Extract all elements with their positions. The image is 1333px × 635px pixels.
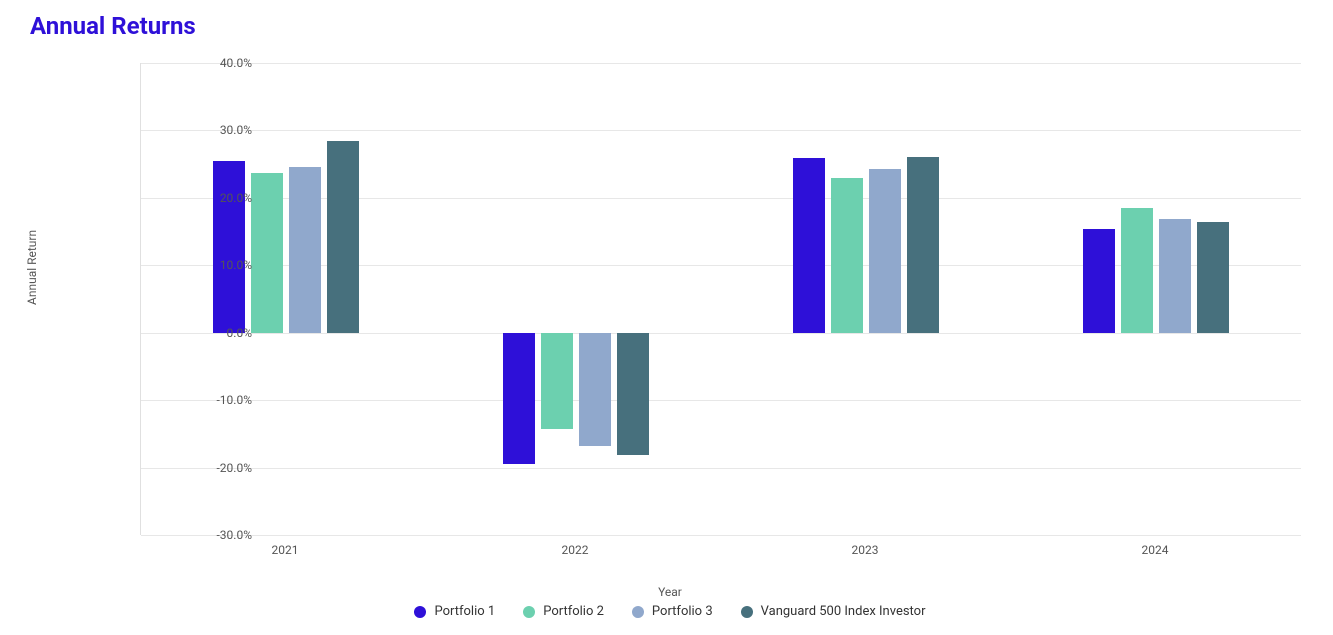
- legend-label: Vanguard 500 Index Investor: [761, 604, 926, 619]
- legend-label: Portfolio 2: [543, 604, 604, 619]
- chart-container: Annual Returns Annual Return Year Portfo…: [0, 0, 1333, 635]
- legend-label: Portfolio 1: [434, 604, 495, 619]
- bar[interactable]: [1121, 208, 1153, 333]
- y-tick-label: -10.0%: [192, 393, 252, 407]
- chart-wrap: Annual Return Year Portfolio 1Portfolio …: [30, 55, 1310, 615]
- grid-line: [141, 333, 1301, 334]
- bar[interactable]: [907, 157, 939, 333]
- legend-swatch: [523, 606, 535, 618]
- y-tick-label: 40.0%: [192, 56, 252, 70]
- legend-item[interactable]: Vanguard 500 Index Investor: [741, 604, 926, 619]
- y-axis-title: Annual Return: [25, 230, 39, 305]
- x-axis-title: Year: [30, 585, 1310, 599]
- x-category-label: 2022: [562, 543, 589, 557]
- bar[interactable]: [793, 158, 825, 333]
- y-tick-label: 10.0%: [192, 258, 252, 272]
- legend-swatch: [632, 606, 644, 618]
- plot-area: [140, 63, 1301, 535]
- bar[interactable]: [869, 169, 901, 333]
- grid-line: [141, 468, 1301, 469]
- y-tick-label: -30.0%: [192, 528, 252, 542]
- bar[interactable]: [289, 167, 321, 333]
- bar[interactable]: [1197, 222, 1229, 333]
- x-category-label: 2023: [852, 543, 879, 557]
- bar[interactable]: [579, 333, 611, 446]
- bar[interactable]: [541, 333, 573, 429]
- bar[interactable]: [1083, 229, 1115, 333]
- legend-item[interactable]: Portfolio 2: [523, 604, 604, 619]
- grid-line: [141, 400, 1301, 401]
- y-tick-label: -20.0%: [192, 461, 252, 475]
- y-tick-label: 20.0%: [192, 191, 252, 205]
- legend-item[interactable]: Portfolio 1: [414, 604, 495, 619]
- grid-line: [141, 63, 1301, 64]
- bar[interactable]: [503, 333, 535, 464]
- x-category-label: 2021: [272, 543, 299, 557]
- legend-label: Portfolio 3: [652, 604, 713, 619]
- bar[interactable]: [213, 161, 245, 332]
- bar[interactable]: [327, 141, 359, 333]
- legend: Portfolio 1 Portfolio 2 Portfolio 3 Vanguar…: [30, 604, 1310, 619]
- bar[interactable]: [831, 178, 863, 332]
- grid-line: [141, 130, 1301, 131]
- chart-title: Annual Returns: [30, 12, 196, 40]
- legend-swatch: [414, 606, 426, 618]
- y-tick-label: 0.0%: [192, 326, 252, 340]
- bar[interactable]: [251, 173, 283, 333]
- y-tick-label: 30.0%: [192, 123, 252, 137]
- bar[interactable]: [617, 333, 649, 456]
- legend-item[interactable]: Portfolio 3: [632, 604, 713, 619]
- bar[interactable]: [1159, 219, 1191, 333]
- legend-swatch: [741, 606, 753, 618]
- grid-line: [141, 535, 1301, 536]
- x-category-label: 2024: [1142, 543, 1169, 557]
